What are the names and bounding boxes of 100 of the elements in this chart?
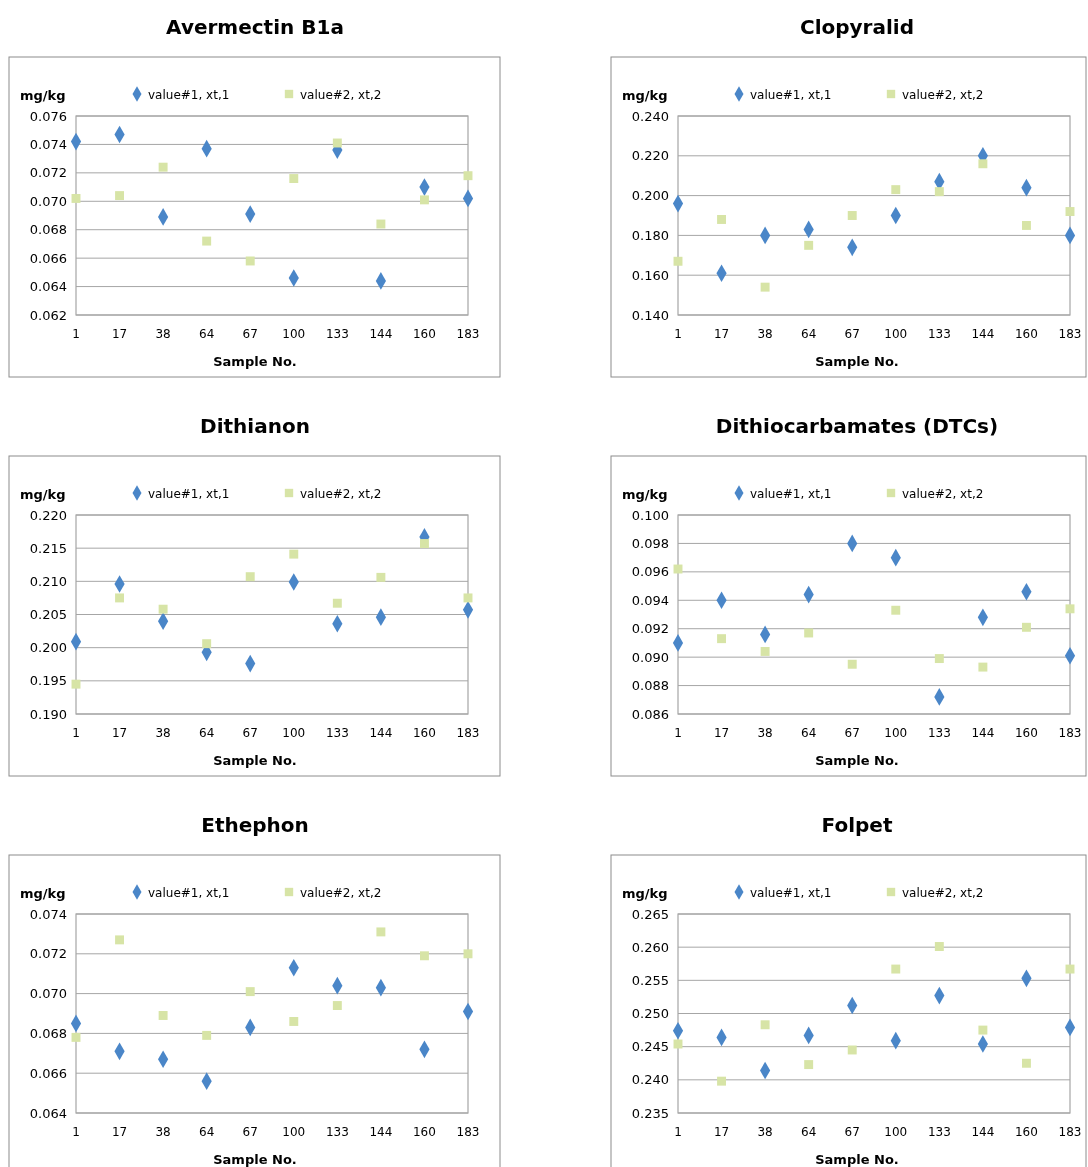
point — [934, 187, 944, 197]
y-tick-label: 0.068 — [29, 222, 67, 238]
x-tick-label: 67 — [844, 726, 860, 740]
legend-label: value#1, xt,1 — [148, 886, 230, 900]
point — [115, 191, 125, 201]
point — [376, 219, 386, 229]
y-tick-label: 0.195 — [29, 673, 67, 689]
y-tick-label: 0.064 — [29, 1105, 67, 1121]
x-tick-label: 160 — [1014, 327, 1038, 341]
legend-label: value#1, xt,1 — [148, 487, 230, 501]
x-tick-label: 38 — [757, 1125, 773, 1139]
point — [760, 282, 770, 292]
y-tick-label: 0.205 — [29, 607, 67, 623]
x-tick-label: 67 — [844, 327, 860, 341]
point — [978, 662, 988, 672]
y-tick-label: 0.062 — [29, 307, 67, 323]
chart-title: Folpet — [821, 813, 893, 837]
x-tick-label: 17 — [111, 327, 128, 341]
x-axis-title: Sample No. — [815, 354, 899, 369]
point — [376, 927, 386, 937]
x-tick-label: 183 — [1058, 327, 1082, 341]
x-axis-title: Sample No. — [815, 1152, 899, 1167]
x-tick-label: 64 — [199, 726, 215, 740]
point — [202, 236, 212, 246]
x-tick-label: 67 — [242, 726, 258, 740]
x-tick-label: 144 — [369, 726, 393, 740]
point — [158, 162, 168, 172]
y-tick-label: 0.240 — [631, 108, 669, 124]
y-tick-label: 0.074 — [29, 136, 67, 152]
point — [158, 604, 168, 614]
point — [332, 598, 342, 608]
y-tick-label: 0.070 — [29, 193, 67, 209]
x-tick-label: 160 — [412, 327, 436, 341]
y-tick-label: 0.066 — [29, 1065, 67, 1081]
x-tick-label: 144 — [971, 726, 995, 740]
point — [978, 1025, 988, 1035]
chart-title: Clopyralid — [799, 15, 915, 39]
y-axis-title: mg/kg — [622, 487, 668, 502]
x-tick-label: 1 — [674, 1125, 682, 1139]
x-tick-label: 144 — [971, 327, 995, 341]
x-tick-label: 133 — [927, 1125, 951, 1139]
y-tick-label: 0.220 — [29, 507, 67, 523]
point — [202, 639, 212, 649]
y-tick-label: 0.255 — [631, 972, 669, 988]
y-tick-label: 0.098 — [631, 535, 669, 551]
point — [804, 240, 814, 250]
x-tick-label: 64 — [199, 327, 215, 341]
y-tick-label: 0.210 — [29, 573, 67, 589]
y-tick-label: 0.215 — [29, 540, 67, 556]
point — [289, 549, 299, 559]
y-tick-label: 0.235 — [631, 1105, 669, 1121]
x-tick-label: 160 — [1014, 1125, 1038, 1139]
y-axis-title: mg/kg — [20, 487, 66, 502]
x-tick-label: 100 — [282, 1125, 306, 1139]
point — [115, 593, 125, 603]
x-tick-label: 38 — [757, 327, 773, 341]
x-tick-label: 67 — [242, 327, 258, 341]
y-tick-label: 0.250 — [631, 1006, 669, 1022]
x-tick-label: 64 — [801, 327, 817, 341]
x-tick-label: 17 — [111, 726, 128, 740]
y-tick-label: 0.072 — [29, 946, 67, 962]
y-tick-label: 0.094 — [631, 592, 669, 608]
point — [419, 195, 429, 205]
chart-title: Ethephon — [201, 813, 309, 837]
point — [71, 1032, 81, 1042]
x-tick-label: 100 — [884, 327, 908, 341]
point — [1021, 220, 1031, 230]
x-tick-label: 1 — [674, 327, 682, 341]
x-tick-label: 1 — [72, 1125, 80, 1139]
x-tick-label: 160 — [412, 726, 436, 740]
y-axis-title: mg/kg — [622, 886, 668, 901]
x-tick-label: 38 — [155, 327, 171, 341]
x-tick-label: 133 — [325, 726, 349, 740]
legend-label: value#2, xt,2 — [902, 487, 984, 501]
point — [934, 654, 944, 664]
y-tick-label: 0.072 — [29, 165, 67, 181]
legend-label: value#2, xt,2 — [902, 886, 984, 900]
legend-label: value#2, xt,2 — [300, 886, 382, 900]
x-tick-label: 64 — [801, 726, 817, 740]
chart-title: Avermectin B1a — [166, 15, 344, 39]
y-tick-label: 0.064 — [29, 279, 67, 295]
y-tick-label: 0.265 — [631, 906, 669, 922]
x-tick-label: 64 — [199, 1125, 215, 1139]
point — [760, 1020, 770, 1030]
point — [847, 1045, 857, 1055]
x-tick-label: 100 — [282, 327, 306, 341]
point — [376, 572, 386, 582]
y-tick-label: 0.068 — [29, 1025, 67, 1041]
x-tick-label: 64 — [801, 1125, 817, 1139]
point — [717, 215, 727, 224]
point — [847, 659, 857, 669]
x-tick-label: 160 — [1014, 726, 1038, 740]
y-tick-label: 0.240 — [631, 1072, 669, 1088]
point — [717, 634, 727, 644]
chart-title: Dithianon — [200, 414, 310, 438]
point — [158, 1011, 168, 1020]
y-tick-label: 0.086 — [631, 706, 669, 722]
y-axis-title: mg/kg — [622, 88, 668, 103]
x-tick-label: 133 — [927, 726, 951, 740]
y-tick-label: 0.260 — [631, 939, 669, 955]
